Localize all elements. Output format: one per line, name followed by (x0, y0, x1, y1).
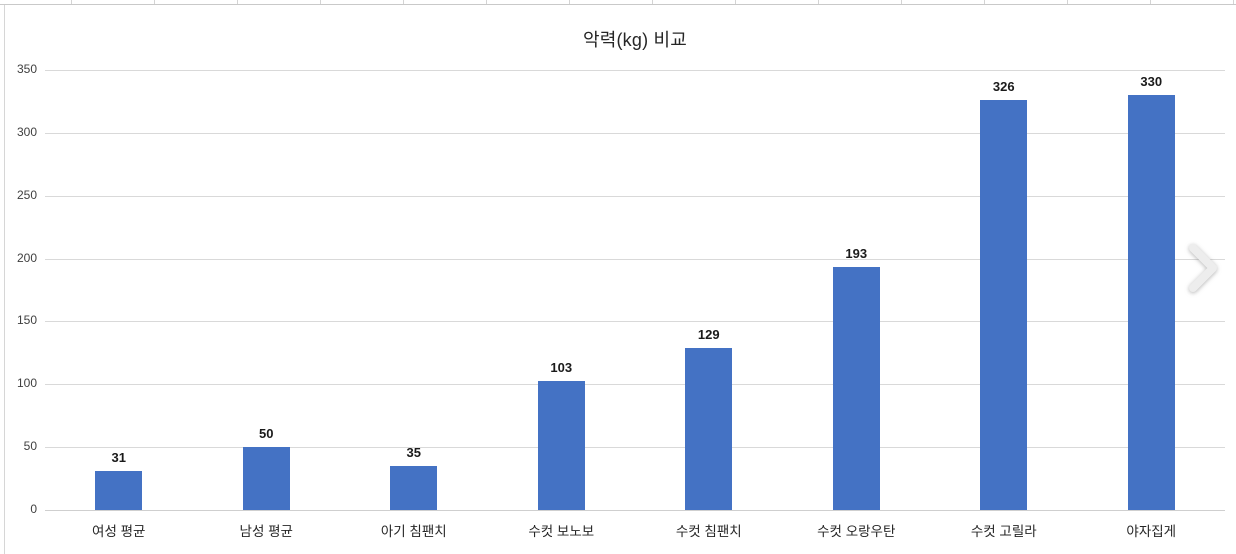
column-gridline-tick (1233, 0, 1234, 4)
gridline (45, 447, 1225, 449)
y-axis-tick-label: 100 (16, 376, 37, 391)
bar-8[interactable] (1127, 95, 1175, 510)
value-label: 103 (550, 359, 573, 375)
value-label: 35 (406, 445, 421, 460)
next-slide-button[interactable] (1183, 238, 1223, 298)
column-gridline-tick (901, 0, 902, 4)
bar-3[interactable] (390, 466, 438, 510)
chevron-right-icon (1189, 244, 1217, 292)
value-label: 330 (1140, 74, 1163, 90)
column-gridline-tick (237, 0, 238, 4)
category-label: 야자집게 (1126, 524, 1177, 539)
column-gridline-tick (569, 0, 570, 4)
column-gridline-tick (1150, 0, 1151, 4)
y-axis-tick-label: 150 (16, 313, 37, 328)
gridline (45, 321, 1225, 323)
bar-chart[interactable]: 악력(kg) 비교 0 50 100 150 200 250 300 350 31 여성 평균 50… (5, 6, 1236, 554)
category-label: 수컷 보노보 (528, 524, 595, 539)
category-label: 수컷 침팬치 (675, 524, 742, 539)
value-label: 129 (697, 326, 720, 342)
column-gridline-tick (735, 0, 736, 4)
y-axis-tick-label: 250 (16, 187, 37, 202)
bar-2[interactable] (242, 447, 290, 510)
gridline (45, 510, 1225, 511)
y-axis-tick-label: 50 (23, 439, 37, 454)
category-label: 여성 평균 (92, 524, 146, 539)
column-gridline-tick (71, 0, 72, 4)
bar-4[interactable] (537, 380, 585, 510)
bar-1[interactable] (95, 471, 143, 510)
gridline (45, 384, 1225, 386)
bar-7[interactable] (980, 100, 1028, 510)
category-label: 남성 평균 (239, 524, 293, 539)
column-gridline-tick (320, 0, 321, 4)
column-gridline-tick (1067, 0, 1068, 4)
column-gridline-tick (984, 0, 985, 4)
y-axis-tick-label: 0 (30, 502, 37, 516)
column-gridline-tick (818, 0, 819, 4)
y-axis-tick-label: 200 (16, 250, 37, 265)
gridline (45, 70, 1225, 71)
value-label: 50 (259, 426, 274, 442)
category-label: 수컷 오랑우탄 (817, 524, 896, 539)
y-axis-tick-label: 350 (16, 62, 37, 76)
spreadsheet-row-sliver (0, 0, 1236, 5)
column-gridline-tick (403, 0, 404, 4)
column-gridline-tick (486, 0, 487, 4)
column-gridline-tick (652, 0, 653, 4)
gridline (45, 258, 1225, 260)
spreadsheet-column-border (4, 5, 5, 554)
category-label: 수컷 고릴라 (970, 524, 1037, 539)
chart-title: 악력(kg) 비교 (582, 30, 688, 50)
gridline (45, 195, 1225, 197)
category-label: 아기 침팬치 (380, 524, 447, 539)
bar-6[interactable] (832, 267, 880, 510)
value-label: 326 (992, 79, 1015, 95)
y-axis-tick-label: 300 (16, 124, 37, 139)
bar-5[interactable] (685, 347, 733, 510)
value-label: 31 (111, 450, 126, 466)
value-label: 193 (845, 246, 868, 262)
column-gridline-tick (154, 0, 155, 4)
gridline (45, 132, 1225, 134)
